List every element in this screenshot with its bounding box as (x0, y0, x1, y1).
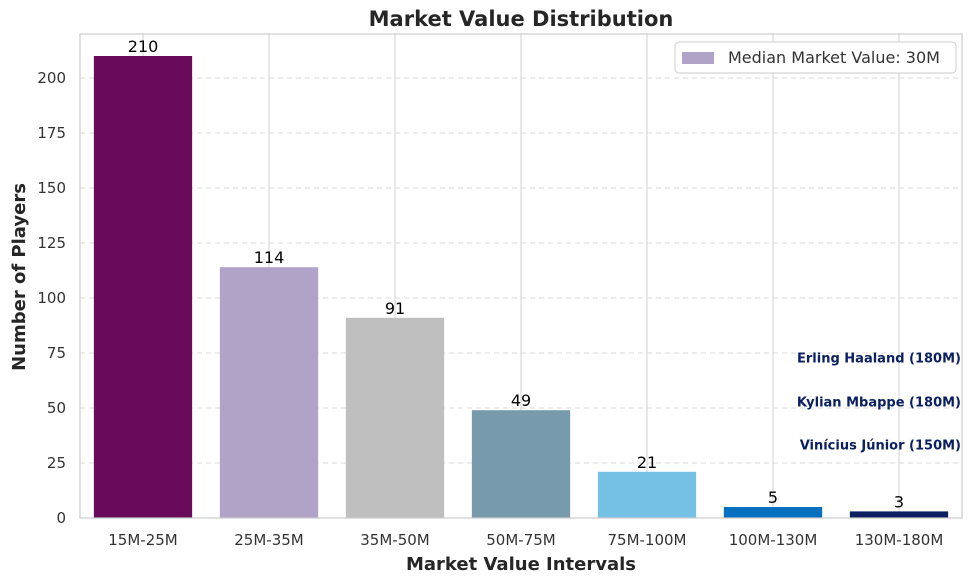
legend[interactable]: Median Market Value: 30M (674, 41, 957, 74)
x-tick-label: 25M-35M (234, 531, 303, 549)
bar[interactable] (597, 471, 697, 518)
y-tick-label: 0 (56, 509, 66, 527)
x-tick-label: 130M-180M (855, 531, 944, 549)
y-tick-label: 150 (37, 179, 66, 197)
x-tick-label: 15M-25M (108, 531, 177, 549)
bar-value-label: 21 (637, 453, 657, 472)
x-tick-label: 35M-50M (360, 531, 429, 549)
y-tick-label: 125 (37, 234, 66, 252)
x-axis-title: Market Value Intervals (406, 554, 636, 575)
annotations: Erling Haaland (180M) Kylian Mbappe (180M… (797, 351, 961, 453)
x-tick-label: 50M-75M (486, 531, 555, 549)
player-annotation: Erling Haaland (180M) (797, 351, 961, 366)
bar[interactable] (723, 507, 823, 518)
y-tick-label: 175 (37, 124, 66, 142)
x-tick-label: 75M-100M (607, 531, 686, 549)
player-annotation: Kylian Mbappe (180M) (797, 395, 961, 410)
bar-value-label: 3 (894, 492, 904, 511)
bar-value-label: 5 (768, 488, 778, 507)
bar[interactable] (849, 511, 949, 518)
legend-box (674, 41, 957, 74)
player-annotation: Vinícius Júnior (150M) (800, 438, 961, 453)
y-tick-label: 50 (47, 399, 66, 417)
bar-value-label: 210 (128, 37, 159, 56)
bar-value-label: 91 (385, 299, 405, 318)
bar[interactable] (345, 317, 445, 518)
plot-frame (79, 33, 963, 519)
bar[interactable] (471, 410, 571, 518)
bar-labels: 210 114 91 49 21 5 3 (128, 37, 904, 511)
y-ticks: 0 25 50 75 100 125 150 175 200 (37, 69, 66, 527)
bars (93, 56, 949, 518)
legend-swatch (682, 52, 714, 64)
bar[interactable] (93, 56, 193, 518)
bar-value-label: 49 (511, 391, 531, 410)
x-ticks: 15M-25M 25M-35M 35M-50M 50M-75M 75M-100M 100M… (108, 531, 943, 549)
y-tick-label: 75 (47, 344, 66, 362)
y-axis-title: Number of Players (9, 183, 30, 371)
y-tick-label: 200 (37, 69, 66, 87)
chart-title: Market Value Distribution (369, 7, 674, 31)
bar-value-label: 114 (254, 248, 285, 267)
legend-label: Median Market Value: 30M (728, 48, 940, 67)
x-tick-label: 100M-130M (729, 531, 818, 549)
bar[interactable] (219, 267, 319, 518)
y-tick-label: 25 (47, 454, 66, 472)
y-tick-label: 100 (37, 289, 66, 307)
